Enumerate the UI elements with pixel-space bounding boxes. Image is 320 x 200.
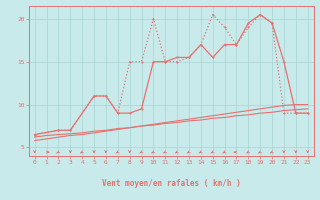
X-axis label: Vent moyen/en rafales ( km/h ): Vent moyen/en rafales ( km/h ): [102, 179, 241, 188]
